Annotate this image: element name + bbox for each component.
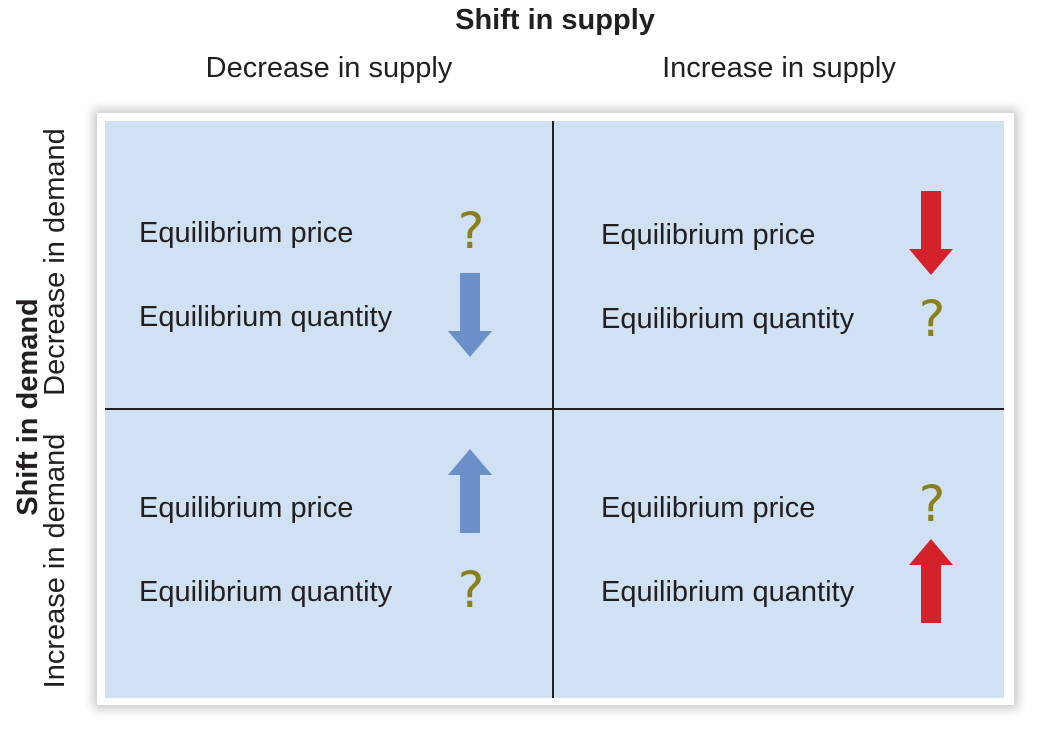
up-arrow-icon [909, 539, 953, 623]
outcome-matrix: Equilibrium price ? Equilibrium quantity… [105, 121, 1004, 698]
decrease-demand-header: Decrease in demand [39, 128, 71, 396]
equilibrium-price-label: Equilibrium price [139, 217, 354, 249]
question-mark-icon: ? [918, 290, 946, 348]
increase-demand-header: Increase in demand [39, 433, 71, 689]
equilibrium-quantity-label: Equilibrium quantity [139, 301, 393, 333]
question-mark-icon: ? [457, 561, 485, 619]
equilibrium-quantity-label: Equilibrium quantity [601, 303, 855, 335]
equilibrium-quantity-label: Equilibrium quantity [601, 576, 855, 608]
horizontal-divider [105, 408, 1004, 410]
down-arrow-icon [448, 273, 492, 357]
equilibrium-quantity-label: Equilibrium quantity [139, 576, 393, 608]
supply-shift-title: Shift in supply [455, 4, 655, 36]
equilibrium-price-label: Equilibrium price [601, 492, 816, 524]
question-mark-icon: ? [457, 202, 485, 260]
increase-supply-header: Increase in supply [662, 52, 896, 84]
equilibrium-price-label: Equilibrium price [139, 492, 354, 524]
decrease-supply-header: Decrease in supply [205, 52, 453, 84]
question-mark-icon: ? [918, 475, 946, 533]
down-arrow-icon [909, 191, 953, 275]
equilibrium-price-label: Equilibrium price [601, 219, 816, 251]
cell-increase-demand-decrease-supply: Equilibrium price Equilibrium quantity ? [105, 410, 552, 697]
outcome-matrix-frame: Equilibrium price ? Equilibrium quantity… [97, 113, 1014, 705]
cell-decrease-demand-decrease-supply: Equilibrium price ? Equilibrium quantity [105, 121, 552, 408]
cell-increase-demand-increase-supply: Equilibrium price ? Equilibrium quantity [554, 410, 1001, 697]
up-arrow-icon [448, 449, 492, 533]
cell-decrease-demand-increase-supply: Equilibrium price Equilibrium quantity ? [554, 121, 1001, 408]
